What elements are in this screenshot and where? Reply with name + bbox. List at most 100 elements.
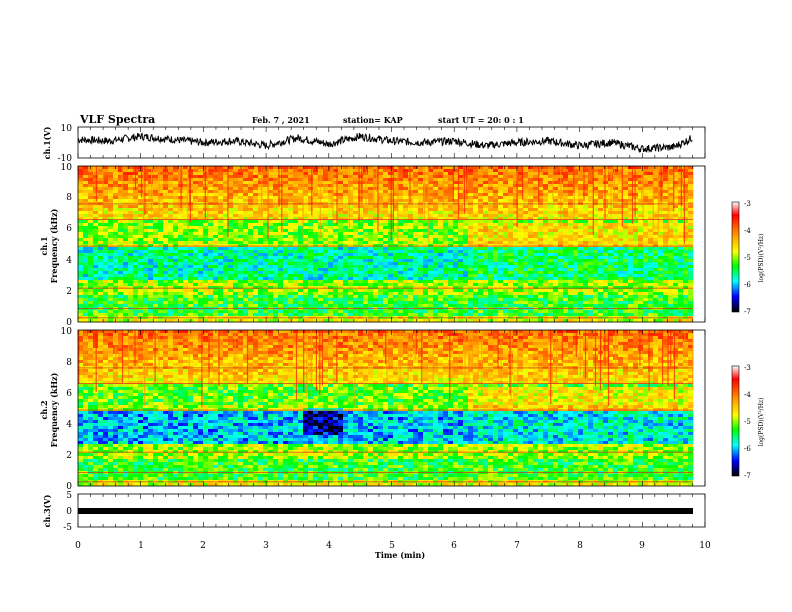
spectrogram-cell: [453, 208, 459, 212]
spectrogram-cell: [173, 265, 179, 269]
spectrogram-cell: [628, 232, 634, 236]
spectrogram-cell: [138, 187, 144, 191]
spectrogram-cell: [338, 184, 344, 188]
spectrogram-cell: [408, 286, 414, 290]
spectrogram-cell: [413, 166, 419, 170]
spectrogram-cell: [438, 262, 444, 266]
spectrogram-cell: [588, 259, 594, 263]
spectrogram-cell: [263, 205, 269, 209]
spectrogram-cell: [78, 184, 84, 188]
spectrogram-cell: [153, 211, 159, 215]
spectrogram-cell: [303, 214, 309, 218]
spectrogram-cell: [643, 277, 649, 281]
spectrogram-cell: [303, 220, 309, 224]
spectrogram-cell: [478, 211, 484, 215]
spectrogram-cell: [103, 217, 109, 221]
spectrogram-cell: [523, 193, 529, 197]
spectrogram-cell: [308, 247, 314, 251]
spectrogram-cell: [513, 277, 519, 281]
spectrogram-cell: [373, 268, 379, 272]
spectrogram-cell: [233, 259, 239, 263]
spectrogram-cell: [193, 274, 199, 278]
spectrogram-cell: [438, 181, 444, 185]
spectrogram-cell: [628, 193, 634, 197]
spectrogram-cell: [168, 232, 174, 236]
spectrogram-cell: [423, 190, 429, 194]
spectrogram-cell: [83, 280, 89, 284]
spectrogram-cell: [358, 175, 364, 179]
spectrogram-cell: [463, 223, 469, 227]
spectrogram-cell: [673, 226, 679, 230]
spectrogram-cell: [88, 184, 94, 188]
spectrogram-cell: [113, 250, 119, 254]
spectrogram-cell: [233, 211, 239, 215]
spectrogram-cell: [663, 190, 669, 194]
spectrogram-cell: [493, 226, 499, 230]
spectrogram-cell: [298, 265, 304, 269]
spectrogram-cell: [513, 241, 519, 245]
spectrogram-cell: [268, 232, 274, 236]
spectrogram-cell: [508, 196, 514, 200]
spectrogram-cell: [603, 190, 609, 194]
spectrogram-cell: [403, 196, 409, 200]
spectrogram-cell: [308, 262, 314, 266]
spectrogram-cell: [523, 169, 529, 173]
spectrogram-cell: [488, 241, 494, 245]
spectrogram-cell: [338, 256, 344, 260]
spectrogram-cell: [173, 184, 179, 188]
spectrogram-cell: [103, 199, 109, 203]
spectrogram-cell: [158, 196, 164, 200]
spectrogram-cell: [513, 217, 519, 221]
spectrogram-cell: [463, 232, 469, 236]
spectrogram-cell: [348, 205, 354, 209]
spectrogram-cell: [88, 271, 94, 275]
spectrogram-cell: [408, 211, 414, 215]
spectrogram-cell: [498, 223, 504, 227]
spectrogram-cell: [433, 184, 439, 188]
spectrogram-cell: [273, 214, 279, 218]
spectrogram-cell: [558, 238, 564, 242]
spectrogram-cell: [238, 268, 244, 272]
spectrogram-cell: [188, 253, 194, 257]
spectrogram-cell: [108, 196, 114, 200]
spectrogram-cell: [613, 247, 619, 251]
ch1-waveform-trace: [77, 132, 693, 154]
spectrogram-cell: [303, 235, 309, 239]
spectrogram-cell: [513, 259, 519, 263]
spectrogram-cell: [348, 220, 354, 224]
spectrogram-cell: [213, 247, 219, 251]
spectrogram-cell: [178, 217, 184, 221]
spectrogram-cell: [583, 268, 589, 272]
spectrogram-cell: [663, 283, 669, 287]
spectrogram-cell: [338, 181, 344, 185]
spectrogram-cell: [373, 220, 379, 224]
spectrogram-cell: [513, 274, 519, 278]
spectrogram-cell: [628, 253, 634, 257]
spectrogram-cell: [658, 274, 664, 278]
spectrogram-cell: [273, 280, 279, 284]
spectrogram-cell: [208, 214, 214, 218]
spectrogram-cell: [203, 262, 209, 266]
spectrogram-cell: [208, 232, 214, 236]
spectrogram-cell: [608, 226, 614, 230]
spectrogram-cell: [623, 223, 629, 227]
spectrogram-cell: [493, 175, 499, 179]
spectrogram-cell: [133, 226, 139, 230]
spectrogram-cell: [638, 211, 644, 215]
spectrogram-cell: [158, 256, 164, 260]
spectrogram-cell: [483, 268, 489, 272]
spectrogram-cell: [363, 241, 369, 245]
spectrogram-cell: [493, 205, 499, 209]
spectrogram-cell: [613, 193, 619, 197]
spectrogram-cell: [518, 169, 524, 173]
spectrogram-cell: [353, 280, 359, 284]
spectrogram-cell: [303, 265, 309, 269]
spectrogram-cell: [78, 265, 84, 269]
spectrogram-cell: [443, 166, 449, 170]
spectrogram-cell: [168, 196, 174, 200]
spectrogram-cell: [528, 217, 534, 221]
spectrogram-cell: [148, 274, 154, 278]
spectrogram-cell: [678, 169, 684, 173]
spectrogram-cell: [148, 235, 154, 239]
spectrogram-cell: [133, 193, 139, 197]
